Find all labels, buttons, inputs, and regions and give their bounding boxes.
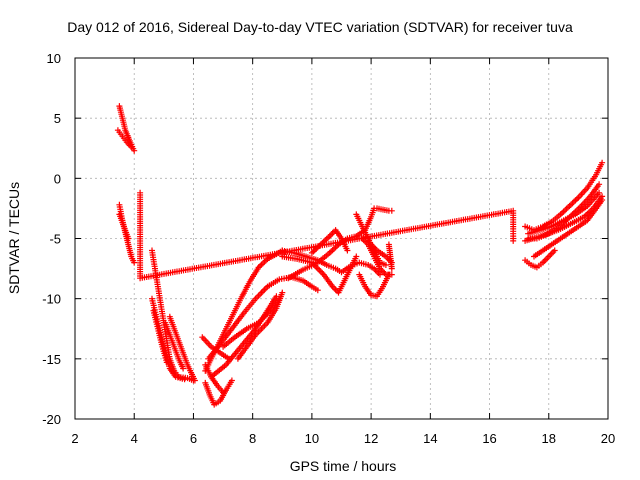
data-point: [510, 237, 517, 244]
data-point: [377, 271, 383, 278]
x-tick-label: 6: [190, 431, 197, 446]
x-tick-label: 16: [482, 431, 496, 446]
series-arc-h: [166, 313, 198, 384]
x-tick-label: 4: [131, 431, 138, 446]
series-arc-b: [114, 127, 135, 150]
data-point: [228, 377, 235, 384]
data-point: [388, 207, 395, 214]
x-tick-label: 18: [542, 431, 556, 446]
data-point: [131, 259, 138, 266]
data-point: [220, 389, 227, 396]
y-tick-label: -15: [42, 352, 61, 367]
y-axis-label: SDTVAR / TECUs: [6, 182, 22, 294]
data-point: [551, 247, 558, 254]
chart-title: Day 012 of 2016, Sidereal Day-to-day VTE…: [67, 19, 573, 35]
data-point: [131, 147, 138, 154]
y-tick-label: 5: [54, 111, 61, 126]
y-tick-label: -20: [42, 412, 61, 427]
series-arc-aa: [385, 241, 395, 272]
series-arc-u: [308, 227, 351, 256]
series-arc-i: [162, 319, 187, 372]
series-arc-ae: [525, 189, 603, 237]
series-arc-af: [522, 247, 558, 271]
y-tick-label: -5: [49, 232, 61, 247]
series-arc-l: [199, 334, 232, 362]
data-point: [599, 159, 606, 166]
x-tick-label: 10: [305, 431, 319, 446]
x-tick-label: 12: [364, 431, 378, 446]
y-tick-label: 0: [54, 171, 61, 186]
y-tick-label: -10: [42, 292, 61, 307]
y-tick-label: 10: [47, 51, 61, 66]
x-axis-label: GPS time / hours: [290, 458, 397, 474]
x-tick-label: 2: [71, 431, 78, 446]
data-point: [344, 247, 351, 254]
series-arc-s: [279, 253, 360, 296]
series-arc-z: [359, 235, 395, 278]
data-point: [382, 262, 389, 268]
data-point: [191, 377, 198, 384]
series-arc-x: [374, 205, 395, 214]
series-arc-d: [116, 211, 132, 242]
x-tick-label: 8: [249, 431, 256, 446]
series-arc-a: [116, 103, 138, 154]
data-point: [128, 144, 135, 150]
chart-marks: [114, 103, 606, 408]
data-point: [314, 287, 321, 294]
data-point: [353, 253, 360, 260]
x-tick-label: 20: [601, 431, 615, 446]
data-point: [181, 376, 188, 383]
data-point: [599, 197, 606, 203]
data-point: [180, 365, 187, 372]
data-point: [388, 265, 395, 272]
data-point: [596, 189, 603, 196]
series-arc-q: [234, 289, 286, 362]
series-arc-g: [150, 307, 170, 366]
x-tick-label: 14: [423, 431, 437, 446]
data-point: [125, 235, 132, 242]
series-arc-ag: [531, 197, 606, 260]
chart-ticks: 2 4 6 8 10 12 14 16 18 20 10 5 0 -5 -10 -15 -20: [42, 51, 615, 446]
data-point: [388, 271, 395, 278]
data-point: [279, 289, 286, 296]
data-point: [163, 359, 170, 366]
data-point: [596, 181, 603, 188]
